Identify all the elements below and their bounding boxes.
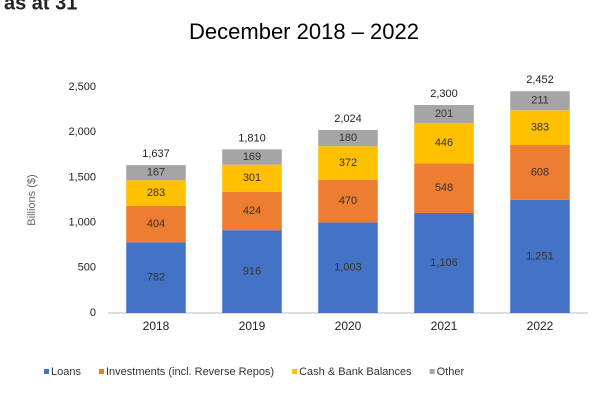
- data-label: 424: [243, 205, 261, 217]
- y-tick-label: 2,500: [68, 81, 96, 93]
- data-label: 1,003: [334, 262, 362, 274]
- x-tick-label: 2022: [527, 319, 554, 333]
- x-tick-label: 2019: [239, 319, 266, 333]
- data-label: 167: [147, 167, 165, 179]
- bar-segment: [318, 222, 378, 313]
- chart-title: December 2018 – 2022: [189, 19, 419, 44]
- legend-marker: [44, 369, 49, 374]
- bar-segment: [222, 191, 282, 231]
- bar-segment: [414, 213, 474, 313]
- bar-segment: [126, 180, 186, 206]
- legend-label: Cash & Bank Balances: [299, 366, 412, 378]
- y-tick-label: 500: [78, 262, 96, 274]
- data-label: 916: [243, 266, 261, 278]
- data-label: 372: [339, 157, 357, 169]
- legend-marker: [429, 369, 435, 374]
- data-label: 782: [147, 272, 165, 284]
- total-label: 2,300: [430, 88, 458, 100]
- data-label: 180: [339, 132, 357, 144]
- bar-segment: [414, 123, 474, 164]
- bar-segment: [222, 230, 282, 313]
- data-label: 608: [531, 166, 549, 178]
- bar-segment: [414, 104, 474, 124]
- data-label: 211: [531, 95, 549, 107]
- bar-segment: [126, 205, 186, 243]
- bar-segment: [126, 165, 186, 181]
- legend-label: Loans: [51, 366, 81, 378]
- legend-label: Other: [437, 366, 465, 378]
- bar-segment: [510, 144, 570, 200]
- data-label: 301: [243, 172, 261, 184]
- bar-segment: [126, 242, 186, 313]
- x-tick-label: 2018: [143, 319, 170, 333]
- x-tick-label: 2020: [335, 319, 362, 333]
- legend-marker: [98, 369, 104, 374]
- total-label: 1,637: [142, 148, 170, 160]
- bar-segment: [318, 179, 378, 223]
- y-tick-label: 0: [90, 307, 96, 319]
- data-label: 1,106: [430, 257, 458, 269]
- bar-segment: [318, 146, 378, 180]
- y-tick-label: 1,000: [68, 217, 96, 229]
- data-label: 404: [147, 218, 165, 230]
- y-axis-label: Billions ($): [26, 174, 38, 225]
- data-label: 470: [339, 195, 357, 207]
- total-label: 2,024: [334, 113, 362, 125]
- total-label: 1,810: [238, 132, 266, 144]
- bar-segment: [510, 110, 570, 145]
- data-label: 169: [243, 151, 261, 163]
- bar-segment: [414, 163, 474, 214]
- total-label: 2,452: [526, 74, 554, 86]
- x-tick-label: 2021: [431, 319, 458, 333]
- legend-label: Investments (incl. Reverse Repos): [106, 366, 274, 378]
- data-label: 283: [147, 187, 165, 199]
- header: as at 31: [4, 0, 77, 14]
- data-label: 383: [531, 122, 549, 134]
- bar-segment: [222, 149, 282, 165]
- data-label: 1,251: [526, 250, 554, 262]
- bar-segment: [510, 91, 570, 111]
- y-tick-label: 1,500: [68, 171, 96, 183]
- data-label: 446: [435, 137, 453, 149]
- data-label: 548: [435, 182, 453, 194]
- bar-segment: [510, 199, 570, 313]
- bar-segment: [318, 129, 378, 147]
- y-tick-label: 2,000: [68, 126, 96, 138]
- bar-segment: [222, 164, 282, 192]
- data-label: 201: [435, 108, 453, 120]
- legend-marker: [292, 369, 298, 374]
